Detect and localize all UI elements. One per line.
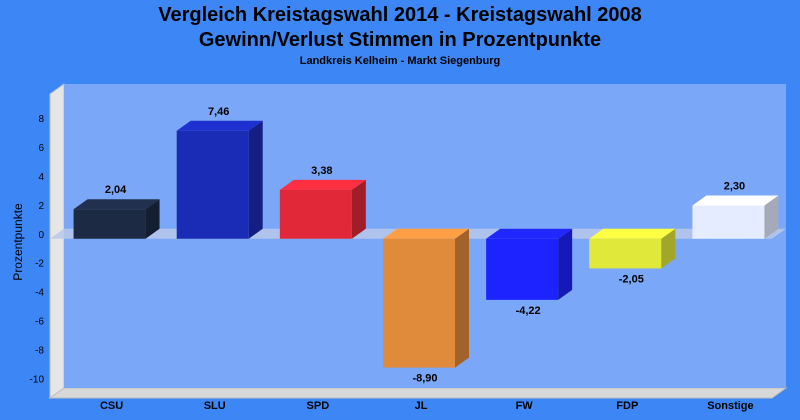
bar-top xyxy=(383,228,469,239)
x-tick-label: CSU xyxy=(100,400,123,412)
bar-value-label: 2,04 xyxy=(105,184,127,196)
bar-value-label: -2,05 xyxy=(619,273,644,285)
chart-title: Vergleich Kreistagswahl 2014 - Kreistags… xyxy=(158,4,642,26)
x-tick-label: SLU xyxy=(204,400,226,412)
y-tick-label: 4 xyxy=(38,172,44,183)
bar-top xyxy=(279,179,366,190)
bar-top xyxy=(692,195,779,206)
x-tick-label: FW xyxy=(516,400,534,412)
bar-side xyxy=(455,228,469,368)
bar-value-label: -8,90 xyxy=(412,373,437,385)
y-axis-label: Prozentpunkte xyxy=(11,203,25,281)
y-tick-label: 2 xyxy=(38,201,44,212)
bar xyxy=(589,238,662,269)
y-tick-label: -2 xyxy=(35,259,44,270)
y-tick-label: -4 xyxy=(35,288,44,299)
plot-floor xyxy=(48,387,788,399)
bar xyxy=(73,209,146,239)
bar xyxy=(692,205,765,239)
x-tick-label: Sonstige xyxy=(707,400,753,412)
bar-value-label: 3,38 xyxy=(311,165,332,177)
y-tick-label: -10 xyxy=(30,375,45,386)
bar-value-label: 2,30 xyxy=(724,180,745,192)
bar xyxy=(176,130,249,239)
bar-side xyxy=(351,179,366,239)
x-tick-label: FDP xyxy=(616,400,638,412)
y-tick-label: 0 xyxy=(38,230,44,241)
bar-top xyxy=(73,199,160,210)
bar-top xyxy=(486,228,573,239)
y-tick-label: 6 xyxy=(38,143,44,154)
y-tick-label: -6 xyxy=(35,317,44,328)
x-tick-label: SPD xyxy=(307,400,330,412)
x-tick-label: JL xyxy=(415,400,428,412)
bar-top xyxy=(589,228,676,239)
bar xyxy=(279,189,352,239)
bar-side xyxy=(764,195,779,239)
bar-side xyxy=(248,120,263,239)
bar-value-label: -4,22 xyxy=(516,305,541,317)
y-tick-label: 8 xyxy=(38,114,44,125)
bar xyxy=(486,238,559,300)
bar-side xyxy=(145,199,160,239)
bar-side xyxy=(661,228,676,269)
chart-caption: Landkreis Kelheim - Markt Siegenburg xyxy=(299,55,501,67)
plot-side-wall xyxy=(49,83,65,399)
y-tick-label: -8 xyxy=(35,346,44,357)
bar-value-label: 7,46 xyxy=(208,106,229,118)
chart-subtitle: Gewinn/Verlust Stimmen in Prozentpunkte xyxy=(198,29,602,51)
bar-side xyxy=(558,228,573,300)
bar-top xyxy=(176,120,263,131)
bar xyxy=(383,238,455,368)
